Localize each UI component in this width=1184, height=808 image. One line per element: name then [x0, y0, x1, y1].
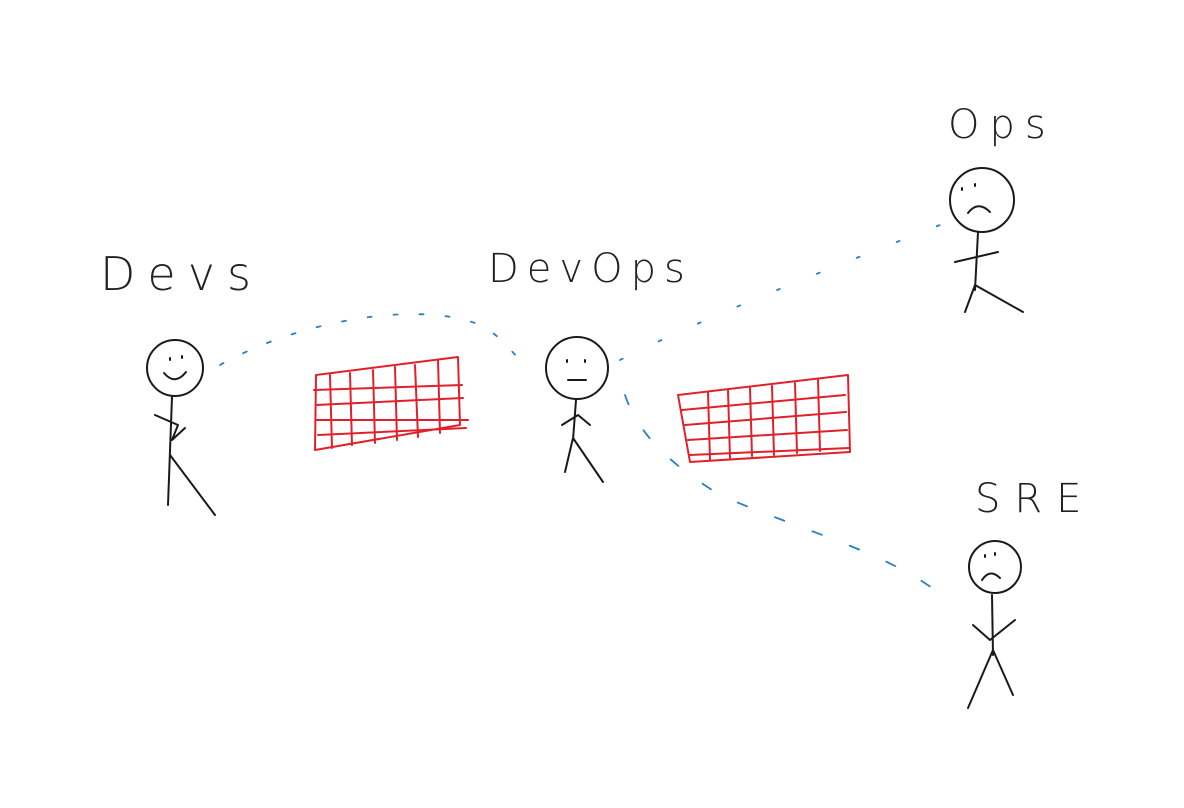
label-ops: Ops [948, 102, 1056, 148]
body [967, 594, 1016, 709]
wall-outline [677, 374, 851, 463]
wall-outline [314, 356, 461, 451]
wall-grid [681, 379, 850, 461]
wall-grid [313, 359, 469, 449]
label-sre: SRE [975, 476, 1095, 522]
head [968, 540, 1022, 594]
head [146, 339, 204, 397]
face-neutral [566, 359, 587, 381]
label-devops: DevOps [488, 246, 693, 292]
body [561, 399, 604, 483]
link-devops-sre [624, 394, 936, 591]
wall-devops-ops-sre [677, 374, 851, 463]
wall-devs-devops [313, 356, 469, 451]
face-frown [981, 552, 1001, 581]
link-devs-devops [219, 313, 521, 366]
person-ops [949, 167, 1024, 313]
body [154, 396, 216, 516]
face-smile [163, 355, 187, 381]
person-devs [146, 339, 216, 516]
head [545, 336, 609, 400]
body [954, 231, 1024, 313]
dotted-links [219, 224, 941, 591]
face-frown [961, 183, 991, 214]
person-devops [545, 336, 609, 483]
person-sre [967, 540, 1022, 709]
label-devs: Devs [100, 247, 263, 301]
head [949, 167, 1015, 233]
